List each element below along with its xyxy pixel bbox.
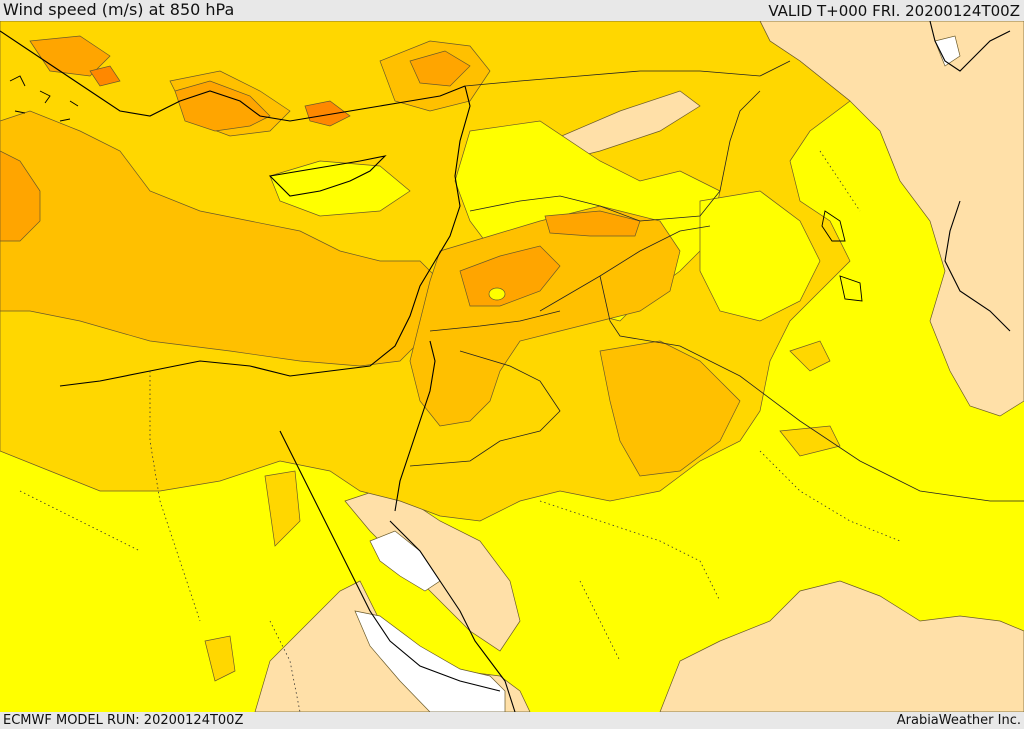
very-strong-wind-zone-northeast	[409, 50, 471, 87]
map-title: Wind speed (m/s) at 850 hPa	[3, 0, 235, 19]
gale-core-syria	[488, 287, 506, 301]
fresh-wind-zone-east	[789, 340, 831, 372]
calm-zone-red-sea	[354, 610, 506, 712]
very-strong-wind-zone-north	[29, 35, 111, 77]
fresh-wind-zone-egypt	[264, 470, 301, 547]
lake-iraq	[821, 210, 863, 302]
wind-speed-map	[0, 21, 1024, 712]
gale-zone-northwest	[89, 65, 121, 87]
light-wind-zone-south	[659, 580, 1024, 712]
very-strong-wind-zone-syria	[459, 245, 561, 307]
coastline-levant	[59, 85, 471, 387]
islands-aegean	[9, 75, 79, 122]
very-strong-wind-zone-iraq	[544, 210, 641, 237]
border-lines	[409, 60, 1024, 502]
very-strong-wind-zone-aegean	[0, 150, 41, 242]
strong-wind-zone-jordan	[599, 340, 741, 477]
coastline-caspian	[929, 21, 1011, 72]
header-bar: Wind speed (m/s) at 850 hPa VALID T+000 …	[0, 0, 1024, 21]
coastline-cyprus	[268, 155, 387, 197]
coastline-gulf	[944, 200, 1011, 332]
calm-zone-gulf	[369, 530, 441, 592]
coastline-turkey	[0, 30, 466, 122]
footer-bar: ECMWF MODEL RUN: 20200124T00Z ArabiaWeat…	[0, 712, 1024, 729]
fresh-wind-zone-redsea	[204, 635, 236, 682]
coastline-gulf-of-aqaba	[394, 340, 436, 512]
model-run-label: ECMWF MODEL RUN: 20200124T00Z	[3, 713, 244, 728]
coastline-red-sea-east	[389, 520, 516, 712]
calm-zone-caspian	[934, 35, 961, 67]
map-canvas	[0, 21, 1024, 712]
moderate-patch-iraq	[699, 190, 821, 322]
coastline-red-sea-west	[279, 430, 501, 692]
fresh-wind-zone-iraq	[779, 425, 841, 457]
valid-time-label: VALID T+000 FRI. 20200124T00Z	[768, 2, 1020, 20]
gale-zone-north	[304, 100, 351, 127]
admin-boundaries	[19, 150, 901, 712]
moderate-patch-cyprus	[269, 160, 411, 217]
very-strong-wind-zone-anatolia	[174, 80, 271, 132]
strong-wind-zone-levant	[409, 205, 681, 427]
credit-label: ArabiaWeather Inc.	[896, 713, 1021, 728]
